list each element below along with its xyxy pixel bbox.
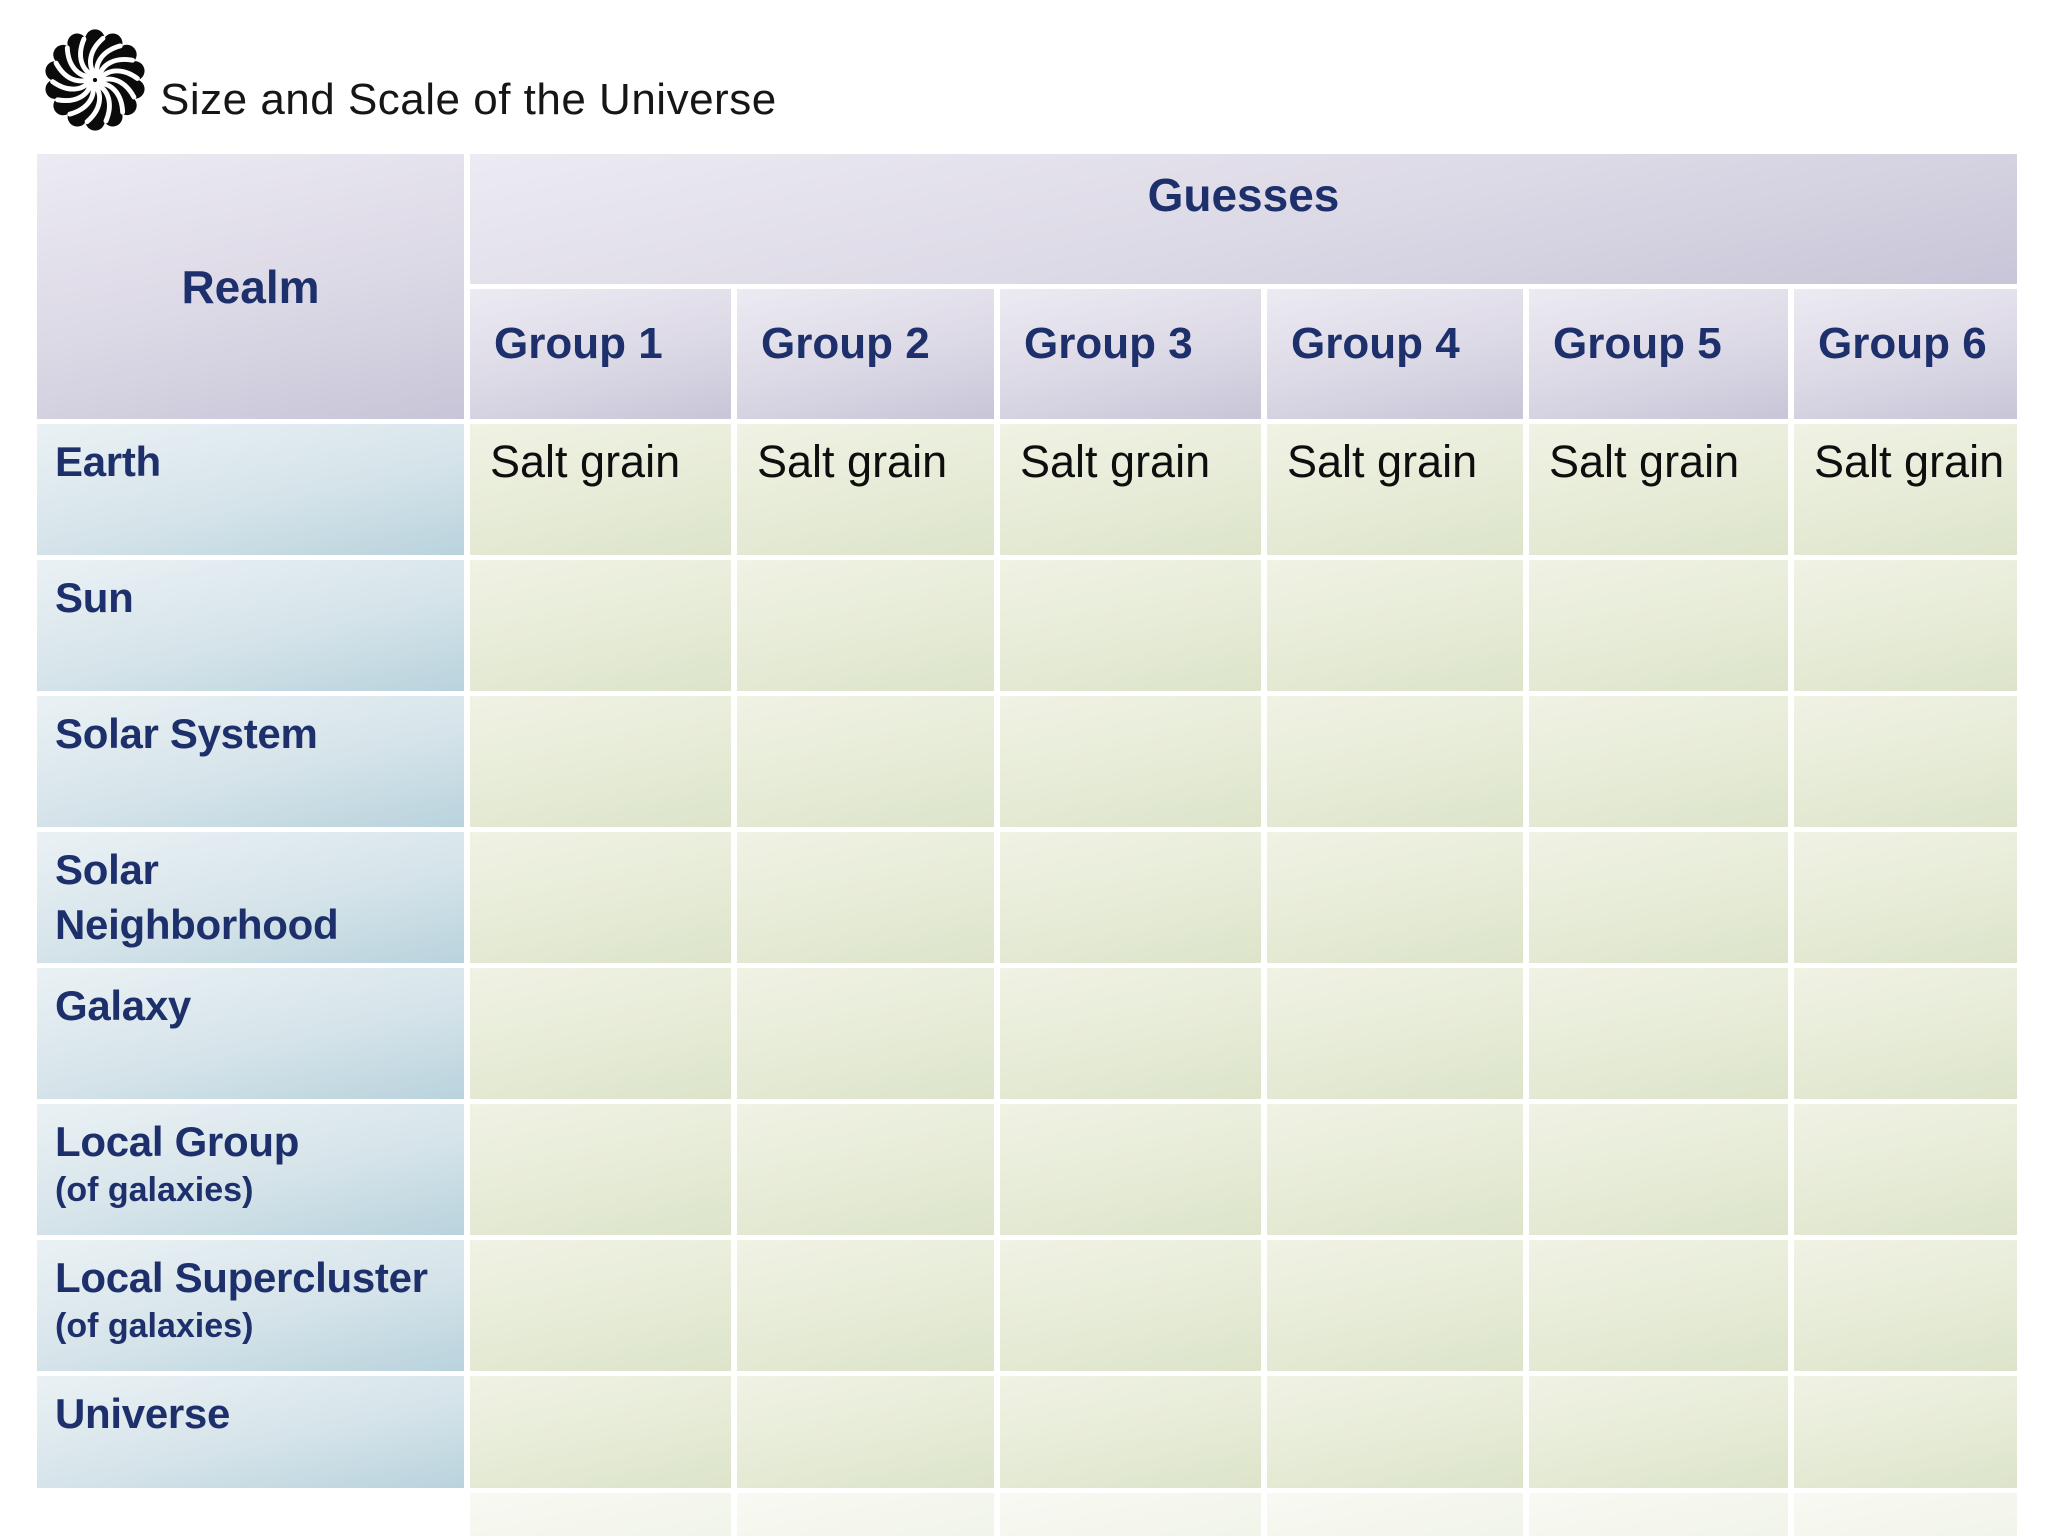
- realm-label-cell: Solar System: [37, 696, 464, 827]
- table-row: Sun: [37, 560, 2017, 691]
- group-column-header: Group 2: [737, 289, 994, 419]
- guess-cell: [737, 832, 994, 963]
- realm-label-text: Galaxy: [55, 982, 191, 1029]
- realm-label-text: Solar Neighborhood: [55, 846, 339, 949]
- guess-cell: [1267, 832, 1523, 963]
- guess-cell: [470, 560, 731, 691]
- realm-label-cell: Universe: [37, 1376, 464, 1488]
- page-title: Size and Scale of the Universe: [160, 75, 777, 124]
- guess-cell: [1529, 560, 1788, 691]
- realm-label-text: Local Group: [55, 1118, 300, 1165]
- table-row: Solar Neighborhood: [37, 832, 2017, 963]
- realm-label-text: Sun: [55, 574, 134, 621]
- partial-bottom-row: [37, 1493, 2017, 1536]
- guess-cell: [1794, 968, 2017, 1099]
- guess-cell: [470, 1240, 731, 1371]
- guess-cell: [470, 1104, 731, 1235]
- guess-cell: [470, 832, 731, 963]
- guess-cell: Salt grain: [737, 424, 994, 555]
- guess-cell: [1267, 696, 1523, 827]
- realm-label-cell: Local Group (of galaxies): [37, 1104, 464, 1235]
- guess-cell: [1267, 560, 1523, 691]
- realm-label-cell: Sun: [37, 560, 464, 691]
- guess-cell: [737, 1240, 994, 1371]
- guess-cell: Salt grain: [1529, 424, 1788, 555]
- group-column-header: Group 4: [1267, 289, 1523, 419]
- guess-cell: [737, 560, 994, 691]
- guess-cell: [1000, 560, 1261, 691]
- realm-label-cell: Solar Neighborhood: [37, 832, 464, 963]
- realm-label-text: Local Supercluster: [55, 1254, 428, 1301]
- table-row: Earth Salt grain Salt grain Salt grain S…: [37, 424, 2017, 555]
- guess-cell: [1267, 1104, 1523, 1235]
- table-row: Galaxy: [37, 968, 2017, 1099]
- guess-cell: [1267, 1376, 1523, 1488]
- guess-cell: Salt grain: [470, 424, 731, 555]
- guess-cell: [1529, 832, 1788, 963]
- group-column-header: Group 3: [1000, 289, 1261, 419]
- table-row: Universe: [37, 1376, 2017, 1488]
- guess-cell: [1794, 560, 2017, 691]
- realm-sublabel-text: (of galaxies): [55, 1307, 254, 1346]
- guess-cell: [1794, 1240, 2017, 1371]
- group-column-header: Group 6: [1794, 289, 2017, 419]
- realm-sublabel-text: (of galaxies): [55, 1171, 254, 1210]
- guess-cell: [1529, 1376, 1788, 1488]
- guess-cell: Salt grain: [1794, 424, 2017, 555]
- guess-cell: [1794, 1104, 2017, 1235]
- partial-label-cell: [37, 1493, 464, 1536]
- guess-cell: [737, 968, 994, 1099]
- guess-cell: [1529, 1240, 1788, 1371]
- guess-cell: [1000, 696, 1261, 827]
- guess-cell: [1794, 1376, 2017, 1488]
- table-row: Local Group (of galaxies): [37, 1104, 2017, 1235]
- realm-label-cell: Local Supercluster (of galaxies): [37, 1240, 464, 1371]
- realm-label-text: Universe: [55, 1390, 231, 1437]
- table-row: Local Supercluster (of galaxies): [37, 1240, 2017, 1371]
- guess-cell: [1529, 968, 1788, 1099]
- realm-label-cell: Galaxy: [37, 968, 464, 1099]
- realm-label-text: Earth: [55, 438, 161, 485]
- spiral-pinwheel-logo-icon: [45, 29, 145, 131]
- guesses-span-header: Guesses: [470, 154, 2017, 284]
- guess-cell: [1000, 832, 1261, 963]
- size-scale-table: Realm Guesses Group 1 Group 2 Group 3 Group…: [37, 154, 2017, 1536]
- table-header: Realm Guesses Group 1 Group 2 Group 3 Group…: [37, 154, 2017, 419]
- guess-cell: Salt grain: [1267, 424, 1523, 555]
- guess-cell: [1794, 696, 2017, 827]
- guess-cell: [470, 696, 731, 827]
- guess-cell: [1000, 1240, 1261, 1371]
- guess-cell: [737, 696, 994, 827]
- guess-cell: [470, 1376, 731, 1488]
- guess-cell: [1529, 696, 1788, 827]
- group-column-header: Group 1: [470, 289, 731, 419]
- guesses-header-area: Guesses Group 1 Group 2 Group 3 Group 4 Grou…: [470, 154, 2017, 419]
- guess-cell: [1000, 1376, 1261, 1488]
- guess-cell: [1000, 1104, 1261, 1235]
- guess-cell: [1267, 1240, 1523, 1371]
- guess-cell: [1794, 832, 2017, 963]
- guess-cell: [737, 1104, 994, 1235]
- group-header-row: Group 1 Group 2 Group 3 Group 4 Group 5 Group…: [470, 289, 2017, 419]
- guess-cell: [1267, 968, 1523, 1099]
- table-row: Solar System: [37, 696, 2017, 827]
- realm-column-header: Realm: [37, 154, 464, 419]
- guess-cell: [737, 1376, 994, 1488]
- realm-label-cell: Earth: [37, 424, 464, 555]
- table-body: Earth Salt grain Salt grain Salt grain S…: [37, 424, 2017, 1488]
- swirl-lines: [50, 35, 140, 125]
- group-column-header: Group 5: [1529, 289, 1788, 419]
- guess-cell: Salt grain: [1000, 424, 1261, 555]
- guess-cell: [470, 968, 731, 1099]
- realm-label-text: Solar System: [55, 710, 318, 757]
- guess-cell: [1529, 1104, 1788, 1235]
- guess-cell: [1000, 968, 1261, 1099]
